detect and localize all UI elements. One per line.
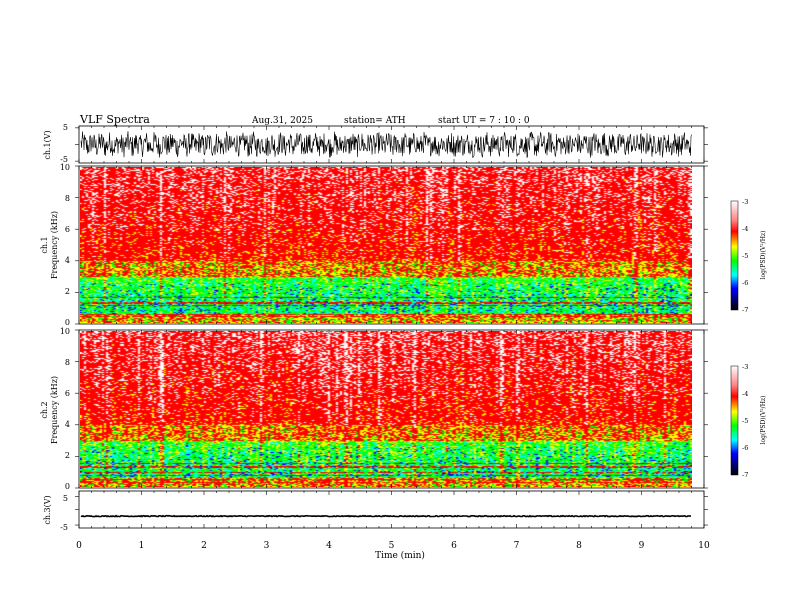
colorbar-2: -3 -4 -5 -6 -7 log(PSD)(V²/Hz) [730, 363, 767, 479]
time-axis: 0 1 2 3 4 5 6 7 8 9 10 Time (min) [76, 541, 710, 561]
colorbar-1-tick-m5: -5 [742, 252, 748, 260]
ch3-waveform-frame [78, 490, 705, 529]
ch1-freq-tick-2: 2 [65, 287, 70, 296]
time-tick-9: 9 [639, 541, 645, 551]
ch1-waveform-panel: 5 -5 ch.1(V) [43, 123, 708, 164]
colorbar-1-bar [730, 200, 739, 311]
ch2-freq-tick-0: 0 [65, 482, 70, 491]
colorbar-1-tick-m6: -6 [742, 279, 748, 287]
colorbar-1: -3 -4 -5 -6 -7 log(PSD)(V²/Hz) [730, 198, 767, 314]
time-tick-5: 5 [389, 541, 395, 551]
ch1-spectrogram-ticks [75, 165, 708, 325]
time-tick-3: 3 [264, 541, 270, 551]
ch2-channel-label: ch.2 [40, 401, 49, 418]
ch1-waveform-ticks [75, 126, 708, 163]
time-tick-2: 2 [201, 541, 207, 551]
colorbar-2-tick-m5: -5 [742, 417, 748, 425]
ch2-spectrogram-image [80, 331, 692, 487]
ch1-waveform-ylabel: ch.1(V) [43, 130, 52, 159]
time-tick-6: 6 [451, 541, 457, 551]
ch3-waveform-line [80, 514, 691, 518]
time-tick-7: 7 [514, 541, 520, 551]
ch1-waveform-line [80, 131, 692, 159]
ch2-freq-tick-2: 2 [65, 451, 70, 460]
figure-title: VLF Spectra [79, 113, 150, 126]
ch1-freq-tick-8: 8 [65, 194, 70, 203]
ch1-spectrogram-image [80, 167, 692, 323]
time-tick-0: 0 [76, 541, 82, 551]
colorbar-1-label: log(PSD)(V²/Hz) [760, 231, 767, 280]
colorbar-1-tick-m4: -4 [742, 225, 748, 233]
ch1-freq-tick-4: 4 [65, 256, 70, 265]
ch1-freq-tick-0: 0 [65, 318, 70, 327]
ch2-freq-tick-8: 8 [65, 358, 70, 367]
ch3-waveform-panel: 5 -5 ch.3(V) [43, 490, 708, 532]
ch1-ytick-bottom: -5 [60, 155, 68, 164]
colorbar-1-tick-m3: -3 [742, 198, 748, 206]
ch1-spectrogram-panel: 10 8 6 4 2 0 ch.1 Frequency (kHz) [40, 163, 708, 327]
colorbar-2-tick-m4: -4 [742, 390, 748, 398]
ch2-freq-tick-4: 4 [65, 420, 70, 429]
ch1-freq-tick-6: 6 [65, 225, 70, 234]
ch2-frequency-ylabel: Frequency (kHz) [50, 376, 59, 444]
ch1-ytick-top: 5 [63, 123, 68, 132]
time-tick-10: 10 [698, 541, 710, 551]
start-time-label: start UT = 7 : 10 : 0 [438, 116, 530, 126]
ch1-frequency-ylabel: Frequency (kHz) [50, 211, 59, 279]
ch3-ytick-bottom: -5 [60, 523, 68, 532]
ch3-ytick-top: 5 [63, 494, 68, 503]
ch3-waveform-ylabel: ch.3(V) [43, 495, 52, 524]
colorbar-2-bar [730, 365, 739, 476]
ch2-spectrogram-ticks [75, 329, 708, 489]
colorbar-2-tick-m3: -3 [742, 363, 748, 371]
station-label: station= ATH [344, 116, 406, 126]
colorbar-2-tick-m6: -6 [742, 444, 748, 452]
ch2-freq-tick-6: 6 [65, 389, 70, 398]
ch1-spectrogram-yticks: 10 8 6 4 2 0 [60, 163, 70, 327]
time-tick-4: 4 [326, 541, 332, 551]
time-tick-8: 8 [576, 541, 582, 551]
ch2-freq-tick-10: 10 [60, 327, 70, 336]
colorbar-2-label: log(PSD)(V²/Hz) [760, 396, 767, 445]
date-label: Aug.31, 2025 [251, 116, 313, 126]
colorbar-1-tick-m7: -7 [742, 306, 748, 314]
colorbar-2-tick-m7: -7 [742, 471, 748, 479]
ch1-channel-label: ch.1 [40, 236, 49, 253]
ch3-waveform-ticks [75, 491, 708, 528]
ch2-spectrogram-panel: 10 8 6 4 2 0 ch.2 Frequency (kHz) [40, 327, 708, 491]
time-axis-label: Time (min) [375, 550, 425, 561]
time-tick-1: 1 [139, 541, 145, 551]
ch1-freq-tick-10: 10 [60, 163, 70, 172]
ch2-spectrogram-yticks: 10 8 6 4 2 0 [60, 327, 70, 491]
